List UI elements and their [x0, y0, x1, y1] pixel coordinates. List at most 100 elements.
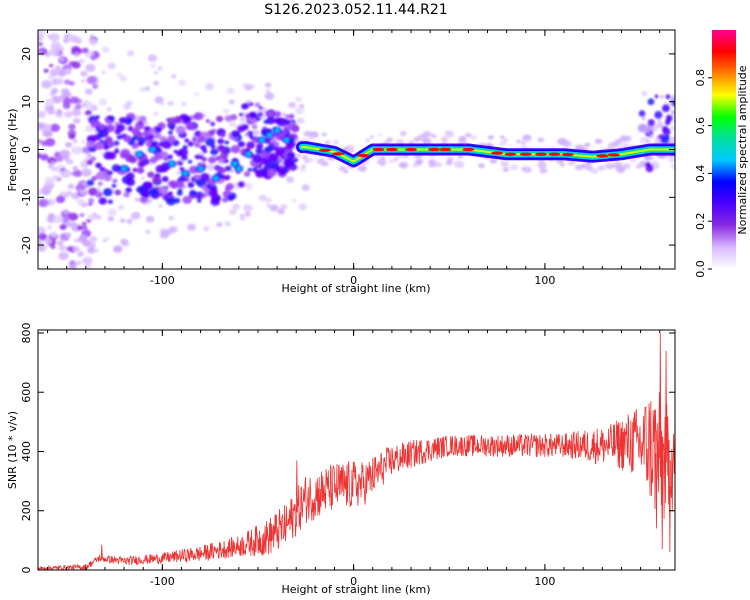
spectrogram-cell — [38, 226, 46, 235]
spectrogram-cell — [237, 125, 246, 133]
snr-xlabel: Height of straight line (km) — [281, 583, 430, 596]
spectrogram-cell — [154, 132, 162, 139]
spectrogram-cell — [63, 68, 72, 75]
spectrogram-cell — [638, 110, 646, 117]
spectrogram-cell — [629, 158, 637, 163]
spectrogram-cell — [230, 145, 241, 154]
spectrogram-cell — [284, 137, 290, 142]
spectrogram-cell — [86, 76, 97, 85]
spectrogram-cell — [84, 101, 94, 110]
spectrogram-cell — [478, 163, 485, 169]
spectrogram-cell — [38, 139, 43, 144]
spectrogram-cell — [245, 132, 250, 137]
snr-axes: -100 0 100 0 200 400 600 800 — [20, 322, 675, 588]
spectrogram-cell — [197, 199, 202, 203]
spectrogram-cell — [194, 191, 204, 200]
spectrogram-xtick-label-0: -100 — [150, 274, 175, 287]
spectrogram-cell — [509, 164, 519, 171]
spectrogram-cell — [88, 198, 95, 204]
spectrogram-cell — [229, 209, 237, 215]
spectrogram-cell — [126, 178, 136, 187]
spectrogram-cell — [282, 112, 286, 116]
spectrogram-cell — [167, 135, 176, 143]
spectrogram-cell — [95, 191, 102, 197]
colorbar-ticks: 0.0 0.2 0.4 0.6 0.8 — [694, 69, 712, 278]
spectrogram-cell — [445, 160, 453, 166]
spectrogram-cell — [169, 161, 175, 166]
spectrogram-cell — [489, 158, 498, 164]
spectrogram-cell — [252, 154, 263, 163]
spectrogram-cell — [298, 203, 307, 211]
spectrogram-xtick-label-1: 0 — [350, 274, 357, 287]
spectrogram-peak — [318, 148, 331, 152]
spectrogram-cell — [222, 197, 229, 203]
spectrogram-cell — [143, 125, 151, 132]
spectrogram-cell — [77, 180, 89, 189]
spectrogram-cell — [239, 213, 245, 218]
spectrogram-ytick-label-4: 20 — [20, 47, 33, 61]
spectrogram-cell — [50, 161, 55, 165]
spectrogram-cell — [194, 154, 201, 160]
spectrogram-cell — [60, 94, 67, 100]
spectrogram-cell — [200, 145, 207, 151]
spectrogram-cell — [561, 140, 572, 148]
figure-title: S126.2023.052.11.44.R21 — [264, 2, 447, 18]
spectrogram-ytick-label-0: -20 — [20, 236, 33, 254]
spectrogram-cell — [161, 140, 172, 149]
spectrogram-cell — [248, 111, 258, 119]
spectrogram-cell — [49, 33, 60, 42]
spectrogram-cell — [125, 117, 133, 123]
spectrogram-cell — [66, 246, 74, 252]
snr-ylabel: SNR (10 * v/v) — [6, 411, 19, 489]
spectrogram-cell — [91, 176, 98, 181]
spectrogram-cell — [199, 173, 211, 182]
spectrogram-cell — [537, 161, 547, 169]
spectrogram-cell — [176, 160, 182, 165]
spectrogram-cell — [119, 75, 128, 82]
spectrogram-peak — [357, 153, 370, 158]
spectrogram-cell — [98, 197, 108, 205]
spectrogram-cell — [73, 139, 78, 143]
spectrogram-cell — [68, 212, 79, 221]
spectrogram-cell — [661, 104, 670, 113]
spectrogram-cell — [671, 163, 675, 169]
spectrogram-cell — [46, 198, 56, 206]
spectrogram-cell — [296, 153, 302, 157]
spectrogram-cell — [637, 162, 644, 167]
spectrogram-cell — [153, 111, 159, 116]
spectrogram-cell — [113, 245, 123, 253]
spectrogram-cell — [247, 167, 253, 172]
spectrogram-cell — [86, 153, 93, 158]
spectrogram-cell — [252, 167, 258, 173]
spectrogram-cell — [399, 161, 409, 169]
spectrogram-cell — [136, 166, 145, 174]
spectrogram-cell — [611, 141, 621, 147]
spectrogram-cell — [228, 120, 237, 127]
spectrogram-cell — [276, 117, 287, 127]
spectrogram-cell — [179, 166, 185, 172]
spectrogram-cell — [150, 147, 156, 152]
colorbar: 0.0 0.2 0.4 0.6 0.8 Normalized spectral ampl… — [694, 30, 749, 278]
spectrogram-cell — [641, 90, 648, 97]
spectrogram-cell — [321, 132, 327, 137]
spectrogram-cell — [38, 111, 46, 119]
spectrogram-cell — [594, 138, 603, 144]
spectrogram-cell — [79, 213, 85, 218]
spectrogram-cell — [193, 112, 204, 121]
spectrogram-cell — [263, 119, 270, 125]
spectrogram-cell — [68, 133, 76, 140]
spectrogram-cell — [624, 165, 631, 170]
spectrogram-cell — [259, 157, 268, 165]
spectrogram-cell — [445, 131, 455, 138]
spectrogram-cell — [168, 191, 173, 196]
spectrogram-cell — [243, 171, 251, 177]
spectrogram-cell — [147, 198, 153, 203]
spectrogram-cell — [38, 190, 43, 195]
spectrogram-cell — [43, 68, 49, 73]
spectrogram-cell — [216, 222, 223, 228]
spectrogram-cell — [109, 115, 115, 121]
spectrogram-cell — [228, 99, 235, 105]
spectrogram-cell — [304, 159, 310, 164]
spectrogram-cell — [223, 108, 230, 114]
spectrogram-cell — [301, 184, 310, 191]
